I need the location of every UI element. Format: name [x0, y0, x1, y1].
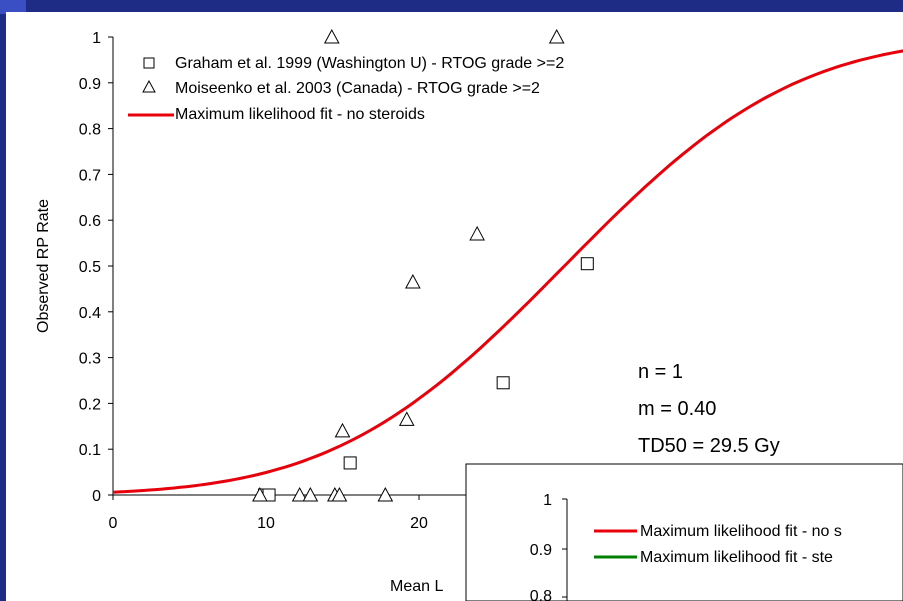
- y-tick-label: 0.7: [79, 167, 101, 184]
- x-axis-ticks: 0 10 20: [109, 495, 428, 532]
- y-tick-label: 0.4: [79, 305, 101, 322]
- inset-chart-frame: [465, 463, 903, 601]
- y-tick-label: 0: [92, 488, 101, 505]
- graham-point: [496, 376, 510, 390]
- moiseenko-point: [334, 422, 351, 438]
- y-tick-label: 0.9: [79, 76, 101, 93]
- moiseenko-point: [548, 28, 565, 44]
- moiseenko-point: [323, 28, 340, 44]
- fit-curve: [112, 49, 903, 494]
- moiseenko-point: [302, 486, 319, 502]
- moiseenko-point: [331, 486, 348, 502]
- y-tick-label: 0.1: [79, 442, 101, 459]
- x-tick-label: 20: [410, 515, 428, 532]
- data-points-layer: [252, 28, 594, 502]
- inset-chart: 1 0.9 0.8 Maximum likelihood fit - no s …: [465, 463, 903, 601]
- param-n: n = 1: [638, 361, 683, 383]
- inset-legend-label-no-steroids: Maximum likelihood fit - no s: [640, 523, 842, 540]
- x-axis-label: Mean L: [390, 578, 443, 595]
- inset-y-tick-label: 1: [543, 492, 552, 509]
- moiseenko-point: [252, 486, 268, 502]
- legend-label-fit: Maximum likelihood fit - no steroids: [175, 106, 425, 123]
- main-legend: Graham et al. 1999 (Washington U) - RTOG…: [128, 55, 564, 123]
- moiseenko-point: [469, 225, 485, 241]
- inset-y-tick-label: 0.8: [530, 588, 552, 601]
- moiseenko-point: [398, 411, 415, 426]
- y-tick-label: 0.5: [79, 259, 101, 276]
- x-tick-label: 0: [109, 515, 118, 532]
- slide-bullet-sliver: [0, 0, 26, 14]
- legend-label-graham: Graham et al. 1999 (Washington U) - RTOG…: [175, 55, 564, 72]
- legend-triangle-marker: [142, 79, 156, 93]
- y-axis-ticks: 0 0.1 0.2 0.3 0.4 0.5 0.6 0.7 0.8 0.9 1: [79, 30, 113, 505]
- fit-curve-layer: [112, 49, 903, 494]
- legend-square-marker: [143, 57, 155, 69]
- legend-label-moiseenko: Moiseenko et al. 2003 (Canada) - RTOG gr…: [175, 80, 540, 97]
- param-td50: TD50 = 29.5 Gy: [638, 435, 780, 457]
- y-axis-label: Observed RP Rate: [35, 199, 52, 333]
- moiseenko-point: [405, 273, 421, 289]
- inset-y-tick-label: 0.9: [530, 542, 552, 559]
- fit-parameters: n = 1 m = 0.40 TD50 = 29.5 Gy: [638, 361, 780, 457]
- graham-point: [343, 456, 357, 470]
- y-tick-label: 0.6: [79, 213, 101, 230]
- x-tick-label: 10: [257, 515, 275, 532]
- y-tick-label: 1: [92, 30, 101, 47]
- y-tick-label: 0.3: [79, 351, 101, 368]
- inset-legend-label-steroids: Maximum likelihood fit - ste: [640, 549, 833, 566]
- y-tick-label: 0.8: [79, 122, 101, 139]
- graham-point: [580, 257, 594, 271]
- moiseenko-point: [377, 486, 394, 502]
- param-m: m = 0.40: [638, 398, 716, 420]
- y-tick-label: 0.2: [79, 396, 101, 413]
- moiseenko-point: [291, 486, 308, 502]
- main-plot-area: 0 0.1 0.2 0.3 0.4 0.5 0.6 0.7 0.8 0.9 1 0 10 20 Obse…: [35, 28, 903, 595]
